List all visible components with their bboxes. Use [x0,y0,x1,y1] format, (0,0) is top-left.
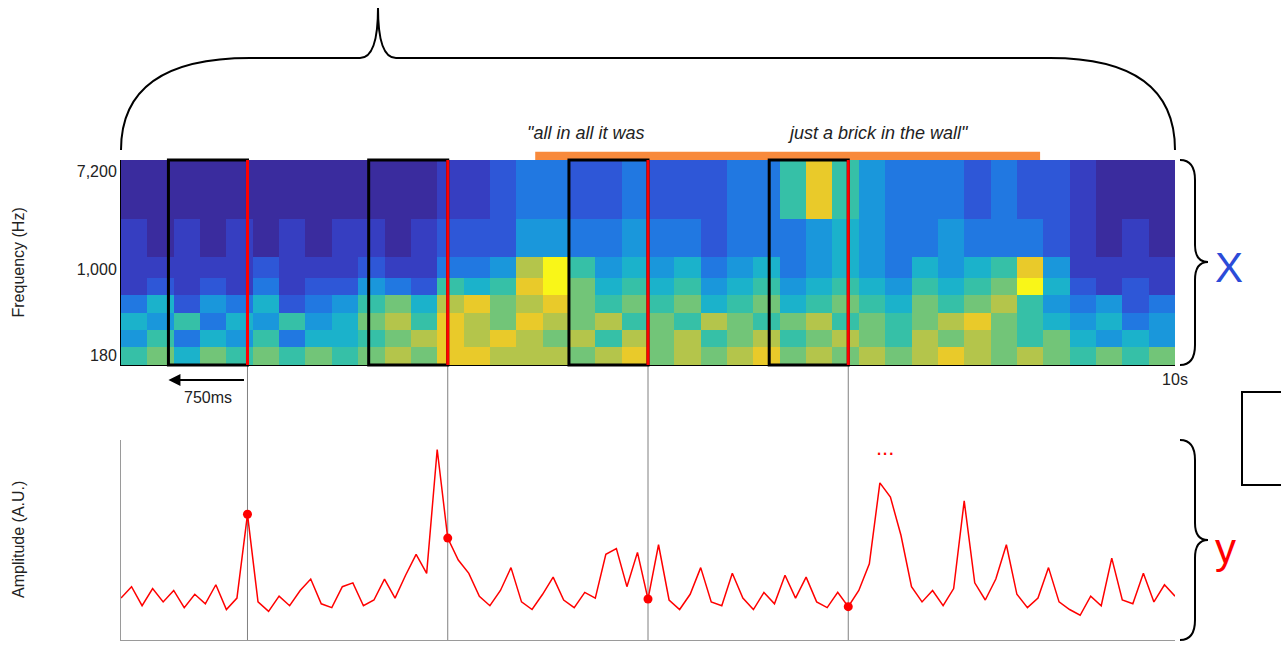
svg-text:"all in all it was: "all in all it was [527,123,644,143]
svg-text:180: 180 [90,347,117,364]
svg-text:y: y [1215,525,1236,572]
svg-text:Frequency (Hz): Frequency (Hz) [10,207,27,317]
svg-text:10s: 10s [1162,371,1188,388]
svg-text:X: X [1215,244,1243,291]
svg-text:750ms: 750ms [184,389,232,406]
svg-text:7,200: 7,200 [77,163,117,180]
svg-text:just a brick in the wall": just a brick in the wall" [787,123,969,143]
svg-text:1,000: 1,000 [77,261,117,278]
svg-text:Amplitude (A.U.): Amplitude (A.U.) [10,481,27,598]
svg-text:...: ... [876,435,894,460]
